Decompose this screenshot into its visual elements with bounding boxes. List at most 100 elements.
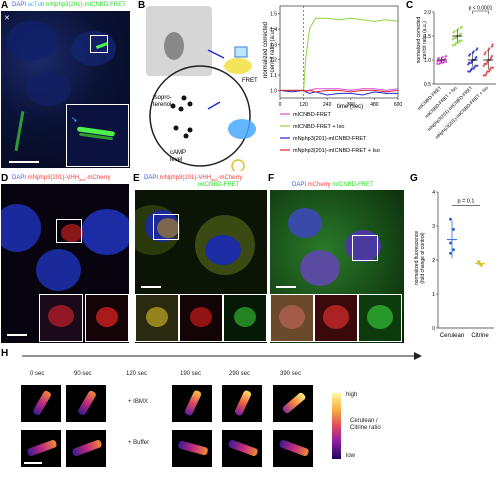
panel-A-title-part-1: DAPI [12, 2, 28, 8]
chart-C-point [451, 44, 454, 47]
chart-B-xtick-label: 360 [347, 102, 356, 108]
chart-B-frame [279, 5, 399, 99]
chart-B-ytick-label: 1.2 [270, 58, 277, 64]
chart-B-series-3 [280, 89, 399, 93]
chart-G-ytick-label: 0 [432, 326, 435, 332]
panel-F-inset-merge [270, 294, 314, 342]
chart-C-point [483, 62, 486, 65]
chart-C-point [468, 54, 471, 57]
panel-H-colorbar [332, 393, 341, 459]
chart-G-ylabel-1: normalized fluorescence [414, 231, 420, 285]
panel-H-tile-ibmx-290 [222, 385, 262, 422]
panel-H-colorbar-label-1: Cerulean / [350, 418, 378, 424]
panel-F-title-part-2: mCherry [307, 182, 333, 188]
chart-C-point [488, 68, 492, 71]
chart-C-point [469, 61, 473, 64]
chart-C-point [490, 55, 493, 58]
chart-C-point [436, 62, 439, 65]
panel-A-title: DAPI acTub mNphp3(201)-mICNBD-FRET [12, 2, 126, 9]
panel-E-title-part-2: mNphp3(201)-VHH [159, 175, 212, 181]
panel-A-micrograph: ➘ ✕ [1, 11, 130, 168]
panel-E-title-part-4: -mCherry [217, 175, 243, 181]
chart-B-ytick-label: 1.0 [270, 88, 277, 94]
panel-H-tile-buffer-0 [21, 430, 61, 467]
panel-F-scalebar [276, 286, 296, 288]
panel-A-title-part-3: mNphp3(201)-mICNBD-FRET [45, 2, 126, 8]
chart-C-point [452, 31, 455, 34]
panel-B-label-terenol: terenol [153, 102, 171, 108]
chart-B-legend-label: mNphp3(201)-mICNBD-FRET [293, 136, 367, 142]
panel-E-roi-box [153, 214, 179, 240]
panel-E-title-2: mICNBD-FRET [198, 182, 240, 188]
chart-G-ytick-label: 2 [432, 258, 435, 264]
chart-C-point [486, 70, 489, 73]
panel-D-scalebar [7, 334, 27, 336]
panel-H-scalebar [24, 462, 42, 464]
panel-A-orientation-icon: ✕ [4, 15, 10, 22]
chart-C-point [453, 44, 456, 47]
panel-F-label: F [268, 173, 275, 184]
panel-E-title-1: DAPI mNphp3(201)-VHHanti-mCherry [144, 175, 242, 183]
panel-A-roi-box [90, 35, 108, 53]
panel-D-micrograph [1, 184, 129, 343]
chart-B-series-1 [280, 17, 399, 91]
chart-G-category-label: Citrine [471, 333, 489, 339]
panel-C-label: C [406, 0, 414, 11]
chart-C-point [454, 37, 457, 40]
panel-B-schematic: Isopro- terenol cAMP level FRET [146, 6, 258, 171]
panel-H-time-label: 0 sec [30, 371, 45, 377]
panel-A-scalebar [9, 161, 39, 163]
cell-outline [149, 65, 251, 167]
chart-C-significance-bracket [472, 10, 489, 14]
chart-G-category-label: Cerulean [440, 333, 464, 339]
chart-B-ytick-label: 1.4 [270, 27, 277, 33]
chart-B-xtick-label: 240 [323, 102, 332, 108]
panel-F-title-part-3: mICNBD-FRET [332, 182, 374, 188]
chart-C-point [441, 61, 444, 64]
chart-B-legend-label: mNphp3(201)-mICNBD-FRET + Iso [293, 148, 380, 154]
panel-G-label: G [410, 173, 418, 184]
chart-C-point [491, 66, 494, 69]
panel-B-label-camp: cAMP [170, 150, 186, 156]
chart-B-ylabel-2: cer/cit ratio (a.u.) [270, 27, 276, 72]
chart-G-point [449, 241, 452, 245]
chart-C-point [484, 74, 487, 77]
chart-B-ytick-label: 1.3 [270, 42, 277, 48]
panel-H-colorbar-label-2: Citrine ratio [350, 425, 381, 431]
chart-C-point [436, 60, 439, 63]
panel-D-title-part-2: mNphp3(201)-VHH [27, 175, 80, 181]
chart-C-ytick-label: 2.0 [424, 10, 431, 16]
chart-C-point [488, 70, 491, 73]
chart-C-point [472, 67, 475, 70]
chart-G-point [449, 217, 452, 221]
panel-A-inset-arrow-icon: ➘ [71, 115, 78, 124]
panel-E-title-part-3: anti [211, 177, 218, 183]
panel-H-tile-buffer-390 [273, 430, 313, 467]
panel-F-title-part-1: DAPI [292, 182, 308, 188]
panel-H-tile-buffer-90 [66, 430, 106, 467]
panel-H-colorbar-high: high [346, 392, 358, 398]
panel-E-inset-green [223, 294, 267, 342]
panel-H-time-label: 290 sec [229, 371, 251, 377]
chart-B-legend-label: mICNBD-FRET [293, 112, 332, 118]
panel-H-tile-ibmx-390 [273, 385, 313, 422]
panel-F-inset-red [314, 294, 358, 342]
chart-B-xtick-label: 480 [370, 102, 379, 108]
panel-H-label: H [1, 348, 9, 359]
chart-G-point [449, 251, 452, 255]
panel-E-inset-merge [135, 294, 179, 342]
chart-B-xtick-label: 0 [279, 102, 282, 108]
chart-C-point [488, 47, 491, 50]
chart-C-point [486, 60, 489, 64]
panel-F-inset-green [358, 294, 402, 342]
panel-H-tile-buffer-290 [222, 430, 262, 467]
chart-C-point [482, 74, 485, 77]
panel-B-line-chart: normalized corrected cer/cit ratio (a.u.… [263, 5, 402, 154]
chart-C-ytick-label: 1.5 [424, 34, 431, 40]
panel-D-roi-box [56, 219, 82, 243]
panel-F-micrograph [270, 190, 404, 343]
panel-D-title-part-3: anti [79, 177, 86, 183]
chart-B-ytick-label: 1.1 [270, 73, 277, 79]
chart-C-point [460, 39, 463, 42]
chart-G-ylabel-2: (fold change of control) [420, 232, 426, 283]
